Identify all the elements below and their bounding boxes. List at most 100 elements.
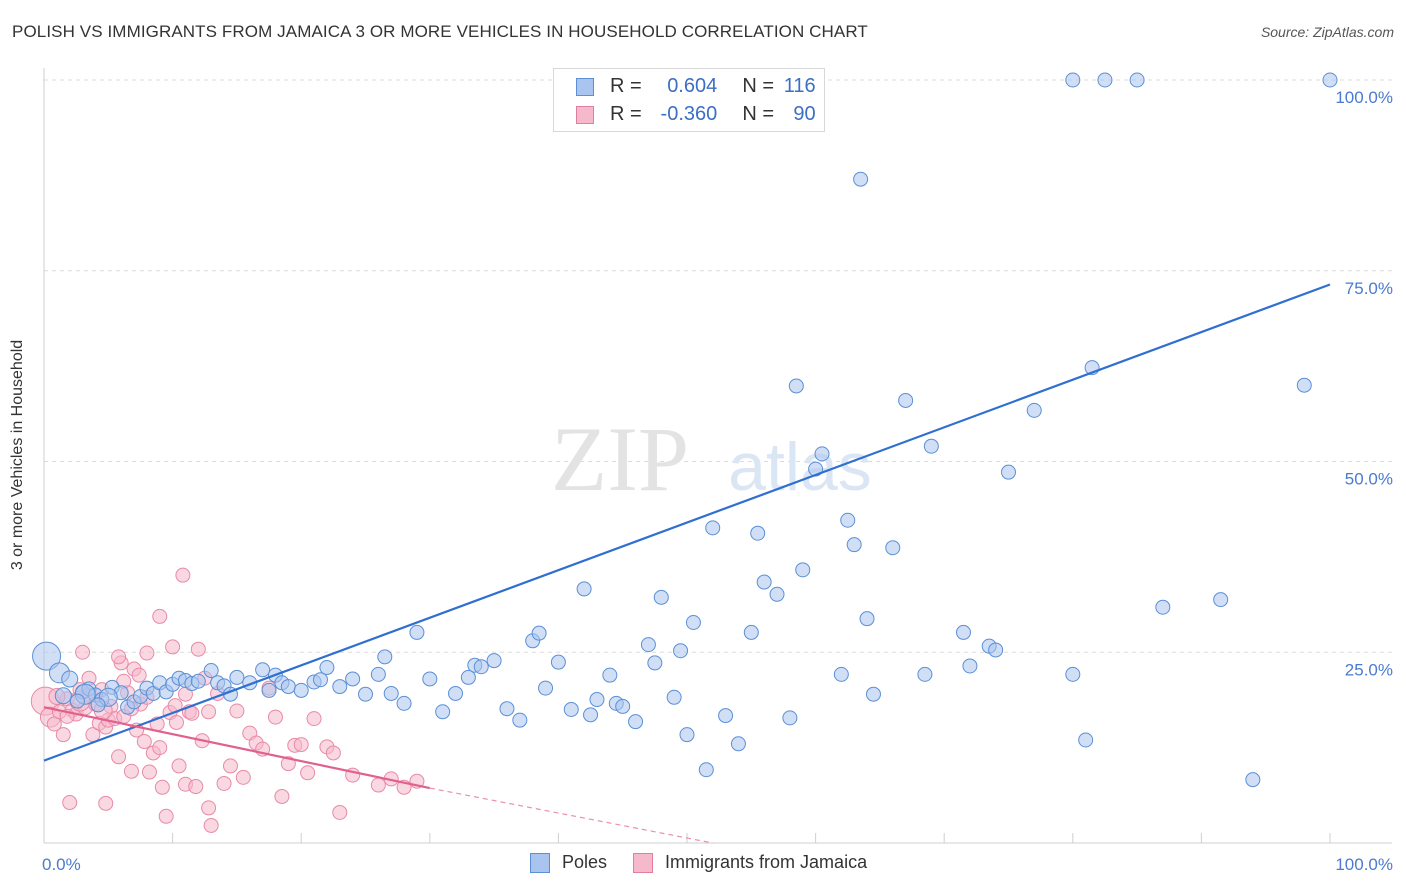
point-poles bbox=[1245, 772, 1261, 788]
point-poles bbox=[840, 512, 856, 528]
point-poles bbox=[280, 679, 296, 695]
point-jamaica bbox=[152, 608, 168, 624]
point-jamaica bbox=[75, 644, 91, 660]
point-poles bbox=[955, 624, 971, 640]
point-jamaica bbox=[165, 639, 181, 655]
point-poles bbox=[730, 736, 746, 752]
legend-swatch-poles bbox=[576, 78, 594, 96]
point-jamaica bbox=[201, 800, 217, 816]
point-jamaica bbox=[203, 817, 219, 833]
point-poles bbox=[782, 710, 798, 726]
point-poles bbox=[853, 171, 869, 187]
point-poles bbox=[377, 649, 393, 665]
point-jamaica bbox=[325, 745, 341, 761]
y-tick-label: 25.0% bbox=[1345, 660, 1393, 679]
point-jamaica bbox=[111, 749, 127, 765]
legend-n-label: N = bbox=[742, 103, 775, 125]
point-jamaica bbox=[62, 795, 78, 811]
point-poles bbox=[358, 686, 373, 702]
point-poles bbox=[332, 679, 348, 695]
series-label-poles: Poles bbox=[562, 852, 608, 872]
point-poles bbox=[750, 525, 766, 541]
point-poles bbox=[679, 727, 695, 743]
point-poles bbox=[255, 662, 271, 678]
point-poles bbox=[718, 708, 734, 724]
point-poles bbox=[1065, 72, 1081, 88]
series-label-jamaica: Immigrants from Jamaica bbox=[665, 852, 868, 872]
point-jamaica bbox=[136, 734, 152, 750]
point-poles bbox=[203, 663, 219, 679]
point-poles bbox=[859, 611, 875, 627]
point-jamaica bbox=[111, 649, 127, 665]
series-legend: Poles Immigrants from Jamaica bbox=[530, 852, 893, 873]
point-poles bbox=[435, 704, 451, 720]
point-poles bbox=[640, 637, 656, 653]
point-poles bbox=[190, 673, 206, 689]
point-poles bbox=[769, 586, 785, 602]
point-poles bbox=[988, 642, 1004, 658]
point-poles bbox=[229, 669, 245, 685]
point-poles bbox=[422, 671, 438, 687]
point-poles bbox=[666, 689, 682, 705]
point-jamaica bbox=[175, 567, 191, 583]
point-poles bbox=[499, 701, 515, 717]
series-legend-jamaica: Immigrants from Jamaica bbox=[633, 852, 867, 873]
point-poles bbox=[69, 693, 85, 709]
point-poles bbox=[1213, 592, 1229, 608]
point-poles bbox=[788, 378, 804, 394]
point-poles bbox=[685, 614, 701, 630]
point-jamaica bbox=[123, 763, 139, 779]
point-jamaica bbox=[267, 709, 283, 725]
point-poles bbox=[1296, 377, 1312, 393]
points-poles bbox=[32, 72, 1338, 788]
point-poles bbox=[833, 666, 849, 682]
point-poles bbox=[795, 562, 811, 578]
point-poles bbox=[576, 581, 592, 597]
legend-text-jamaica: R = -0.360 N = 90 bbox=[610, 103, 816, 126]
point-poles bbox=[90, 697, 106, 713]
legend-n-value: 116 bbox=[783, 75, 816, 97]
point-jamaica bbox=[332, 804, 348, 820]
point-poles bbox=[396, 695, 412, 711]
series-swatch-jamaica bbox=[633, 852, 654, 873]
point-poles bbox=[615, 698, 631, 714]
point-jamaica bbox=[154, 779, 170, 795]
point-poles bbox=[550, 654, 566, 670]
point-jamaica bbox=[190, 641, 206, 657]
point-poles bbox=[1322, 72, 1338, 88]
legend-n-value: 90 bbox=[793, 103, 816, 125]
point-poles bbox=[293, 682, 309, 698]
legend-n-label: N = bbox=[742, 75, 775, 97]
point-jamaica bbox=[306, 711, 322, 727]
point-jamaica bbox=[300, 765, 316, 781]
point-poles bbox=[563, 701, 579, 717]
point-poles bbox=[473, 659, 489, 675]
point-poles bbox=[647, 655, 663, 671]
point-poles bbox=[512, 712, 528, 728]
point-poles bbox=[409, 624, 425, 640]
point-poles bbox=[673, 643, 689, 659]
watermark-atlas: atlas bbox=[728, 429, 872, 505]
point-poles bbox=[917, 666, 933, 682]
tick-labels: 25.0% 50.0% 75.0% 100.0% 0.0% 100.0% bbox=[42, 88, 1393, 874]
point-jamaica bbox=[168, 714, 184, 730]
point-poles bbox=[383, 685, 399, 701]
point-poles bbox=[885, 540, 901, 556]
point-poles bbox=[370, 666, 386, 682]
y-tick-label: 50.0% bbox=[1345, 470, 1393, 489]
point-poles bbox=[54, 687, 72, 705]
point-jamaica bbox=[216, 775, 232, 791]
source-label: Source: ZipAtlas.com bbox=[1260, 24, 1394, 40]
watermark-zip: ZIP bbox=[551, 408, 689, 510]
point-poles bbox=[898, 392, 914, 408]
x-tick-label-start: 0.0% bbox=[42, 855, 81, 874]
series-legend-poles: Poles bbox=[530, 852, 607, 873]
legend-r-label: R = bbox=[610, 75, 642, 97]
point-poles bbox=[1078, 732, 1094, 748]
point-poles bbox=[628, 714, 644, 730]
point-poles bbox=[312, 672, 328, 688]
point-poles bbox=[32, 641, 62, 671]
point-poles bbox=[448, 685, 464, 701]
point-poles bbox=[1097, 72, 1113, 88]
